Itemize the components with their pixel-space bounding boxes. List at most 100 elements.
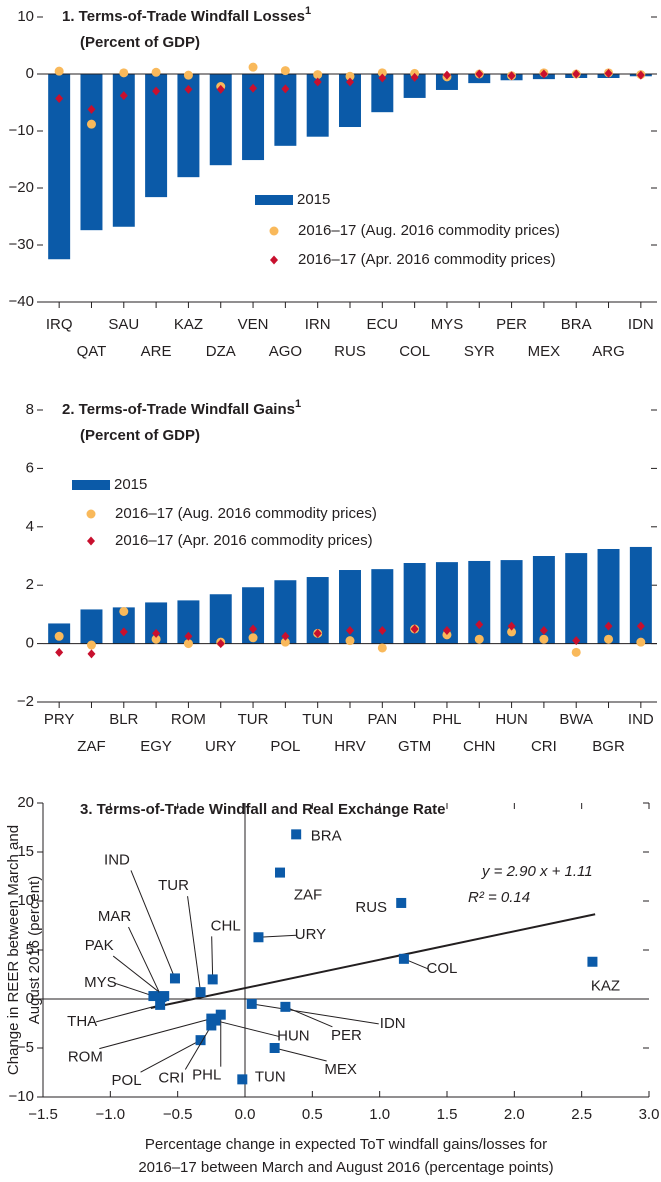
x-tick-label: ARG: [592, 343, 625, 360]
x-tick-label: COL: [399, 343, 430, 360]
bar: [371, 74, 394, 113]
x-tick-label: IRQ: [46, 316, 73, 333]
bar: [274, 74, 297, 146]
y-tick-label: −30: [9, 236, 34, 253]
point: [246, 998, 257, 1009]
leader-line: [128, 926, 162, 998]
title-note: 1: [295, 398, 301, 410]
y-tick-label: −40: [9, 293, 34, 310]
point-label: PER: [331, 1027, 362, 1044]
bar: [532, 556, 555, 644]
bar: [403, 74, 426, 98]
leader-line: [258, 934, 297, 938]
title-note: 1: [305, 5, 311, 17]
x-tick-label: BRA: [561, 316, 592, 333]
diamond: [281, 631, 290, 641]
x-tick-label: AGO: [269, 343, 302, 360]
diamond: [87, 104, 96, 114]
legend-label: 2016–17 (Apr. 2016 commodity prices): [298, 251, 556, 268]
bar: [468, 560, 491, 644]
x-tick-label: −0.5: [163, 1106, 193, 1123]
y-tick-label: 20: [17, 794, 34, 811]
bar: [435, 74, 458, 90]
x-tick-label: CHN: [463, 738, 496, 755]
point-label: KAZ: [591, 978, 620, 995]
x-tick-label: 1.0: [369, 1106, 390, 1123]
dot: [636, 637, 646, 647]
diamond: [152, 86, 161, 96]
legend-swatch: [270, 255, 278, 265]
point: [210, 1015, 221, 1026]
dot: [54, 66, 64, 76]
diamond: [55, 647, 64, 657]
leader-line: [114, 982, 154, 997]
point: [291, 829, 302, 840]
x-tick-label: HRV: [334, 738, 365, 755]
x-tick-label: IRN: [305, 316, 331, 333]
legend-label: 2016–17 (Apr. 2016 commodity prices): [115, 532, 373, 549]
point: [155, 999, 166, 1010]
legend-swatch: [86, 509, 96, 519]
y-tick-label: 10: [17, 8, 34, 25]
legend-swatch: [87, 536, 95, 546]
x-tick-label: 2.5: [571, 1106, 592, 1123]
leader-line: [285, 1006, 333, 1028]
x-tick-label: IDN: [628, 316, 654, 333]
diamond: [442, 70, 451, 80]
bar: [209, 594, 232, 644]
point-label: ROM: [68, 1049, 103, 1066]
diamond: [55, 94, 64, 104]
legend-label: 2015: [297, 191, 330, 208]
legend-swatch: [255, 195, 293, 205]
diamond: [313, 77, 322, 87]
x-tick-label: −1.5: [28, 1106, 58, 1123]
point-label: TUR: [158, 877, 189, 894]
bar: [145, 74, 168, 198]
diamond: [184, 84, 193, 94]
point: [587, 956, 598, 967]
y-tick-label: 0: [26, 635, 34, 652]
point-label: MYS: [84, 974, 117, 991]
dot: [313, 70, 323, 80]
chart-title: 2. Terms-of-Trade Windfall Gains1: [62, 398, 301, 418]
point: [398, 953, 409, 964]
dot: [151, 634, 161, 644]
diamond: [604, 68, 613, 78]
diamond: [636, 621, 645, 631]
x-tick-label: BWA: [559, 711, 593, 728]
leader-line: [130, 870, 176, 979]
x-tick-label: VEN: [238, 316, 269, 333]
x-axis-title: 2016–17 between March and August 2016 (p…: [138, 1159, 553, 1176]
dot: [54, 631, 64, 641]
point-label: COL: [426, 960, 457, 977]
dot: [280, 637, 290, 647]
x-tick-label: PAN: [367, 711, 397, 728]
point-label: BRA: [311, 827, 342, 844]
point-label: RUS: [355, 899, 387, 916]
leader-line: [140, 1039, 201, 1073]
y-tick-label: 0: [26, 990, 34, 1007]
x-tick-label: SYR: [464, 343, 495, 360]
leader-line: [187, 896, 202, 993]
dot: [183, 70, 193, 80]
point: [275, 867, 286, 878]
diamond: [539, 69, 548, 79]
x-tick-label: ZAF: [77, 738, 105, 755]
x-tick-label: DZA: [206, 343, 236, 360]
chart-subtitle: (Percent of GDP): [80, 427, 200, 444]
diamond: [313, 628, 322, 638]
leader-line: [184, 1025, 212, 1070]
x-tick-label: BGR: [592, 738, 625, 755]
x-tick-label: TUN: [302, 711, 333, 728]
legend-label: 2015: [114, 476, 147, 493]
leader-line: [99, 1018, 212, 1050]
title-text: 1. Terms-of-Trade Windfall Losses: [62, 8, 305, 25]
bar: [274, 580, 297, 644]
dot: [507, 627, 517, 637]
x-tick-label: IND: [628, 711, 654, 728]
bar: [48, 74, 71, 260]
point: [159, 991, 170, 1002]
x-tick-label: 1.5: [437, 1106, 458, 1123]
chart-title: 1. Terms-of-Trade Windfall Losses1: [62, 5, 311, 25]
x-tick-label: PRY: [44, 711, 75, 728]
